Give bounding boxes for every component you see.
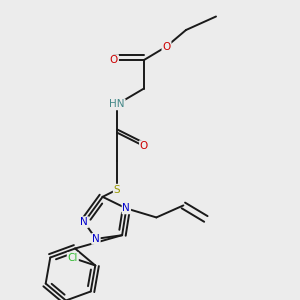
Text: O: O xyxy=(110,55,118,65)
Text: S: S xyxy=(114,184,120,195)
Text: HN: HN xyxy=(109,99,125,110)
Text: N: N xyxy=(92,234,100,244)
Text: N: N xyxy=(80,217,88,227)
Text: O: O xyxy=(140,141,148,151)
Text: O: O xyxy=(162,41,171,52)
Text: N: N xyxy=(122,203,130,213)
Text: Cl: Cl xyxy=(68,253,78,263)
